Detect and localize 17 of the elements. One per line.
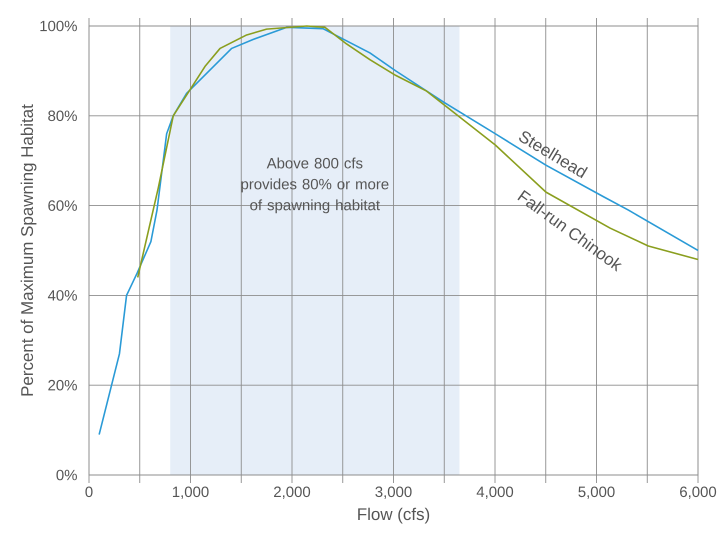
x-tick-label: 6,000: [680, 486, 716, 499]
y-tick-label: 60%: [48, 200, 77, 211]
x-tick-label: 0: [85, 486, 93, 498]
y-tick-label: 0%: [56, 470, 77, 480]
y-tick-label: 40%: [48, 290, 77, 301]
x-tick-label: 3,000: [375, 486, 412, 499]
line-series: [136, 25, 699, 278]
y-tick-label: 80%: [48, 110, 77, 122]
x-tick-label: 2,000: [274, 486, 310, 499]
y-tick-label: 100%: [40, 20, 77, 32]
x-tick-label: 4,000: [476, 486, 514, 499]
x-tick-label: 5,000: [578, 486, 615, 499]
x-tick-label: 1,000: [172, 486, 209, 499]
line-series: [98, 26, 699, 436]
x-axis-title: Flow (cfs): [358, 508, 430, 524]
y-tick-label: 20%: [48, 380, 77, 390]
y-axis-title: Percent of Maximum Spawning Habitat: [20, 104, 36, 396]
